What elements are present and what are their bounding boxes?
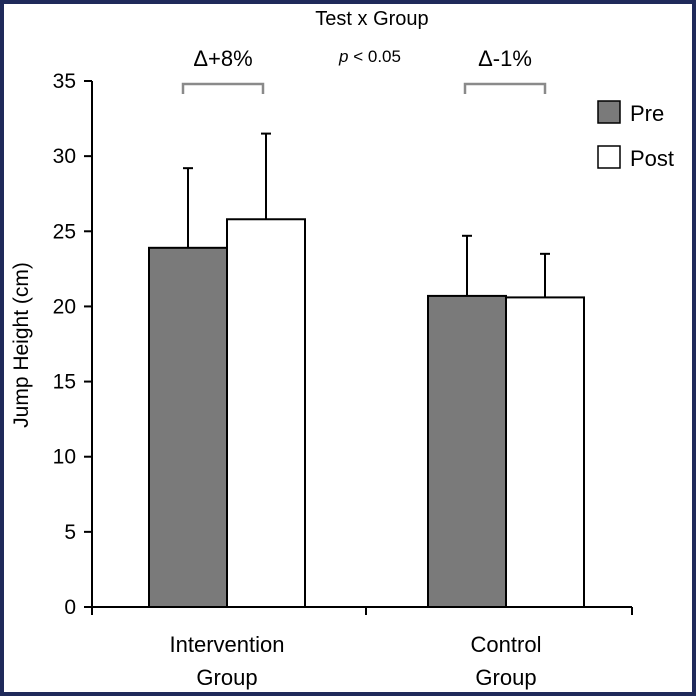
bar-control-post: [505, 296, 585, 608]
control-change-label: Δ-1%: [478, 46, 532, 71]
legend-label-pre: Pre: [630, 101, 664, 126]
bars-group: [148, 218, 585, 609]
intervention-bracket: [181, 82, 265, 94]
legend-swatch-post: [597, 145, 621, 169]
chart-title: Test x Group: [315, 8, 428, 30]
p-threshold: < 0.05: [349, 47, 401, 66]
bar-intervention-post: [226, 218, 306, 609]
y-axis-label: Jump Height (cm): [10, 262, 33, 428]
category-label-control: Group: [475, 665, 536, 690]
legend-label-post: Post: [630, 146, 674, 171]
y-tick-label: 5: [64, 521, 76, 544]
category-labels-group: Intervention Group Control Group: [170, 632, 542, 690]
y-tick-label: 25: [53, 220, 76, 243]
y-tick-label: 30: [53, 145, 76, 168]
bar-intervention-pre: [148, 246, 228, 608]
y-tick-label: 35: [53, 70, 76, 93]
category-label-intervention: Group: [196, 665, 257, 690]
legend-swatch-pre: [597, 100, 621, 124]
y-tick-label: 20: [53, 295, 76, 318]
y-tick-label: 15: [53, 371, 76, 394]
intervention-change-label: Δ+8%: [193, 46, 252, 71]
legend: Pre Post: [597, 100, 674, 171]
category-label-control: Control: [471, 632, 542, 657]
axes-group: [91, 81, 633, 615]
y-tick-label: 0: [64, 596, 76, 619]
error-bars-group: [183, 132, 550, 298]
p-value-annotation: p < 0.05: [338, 47, 401, 66]
category-label-intervention: Intervention: [170, 632, 285, 657]
control-bracket: [463, 82, 547, 94]
bar-control-pre: [427, 294, 507, 608]
y-ticks-group: 0 5 10 15 20 25 30 35: [53, 70, 92, 619]
p-symbol: p: [338, 47, 348, 66]
y-tick-label: 10: [53, 446, 76, 469]
